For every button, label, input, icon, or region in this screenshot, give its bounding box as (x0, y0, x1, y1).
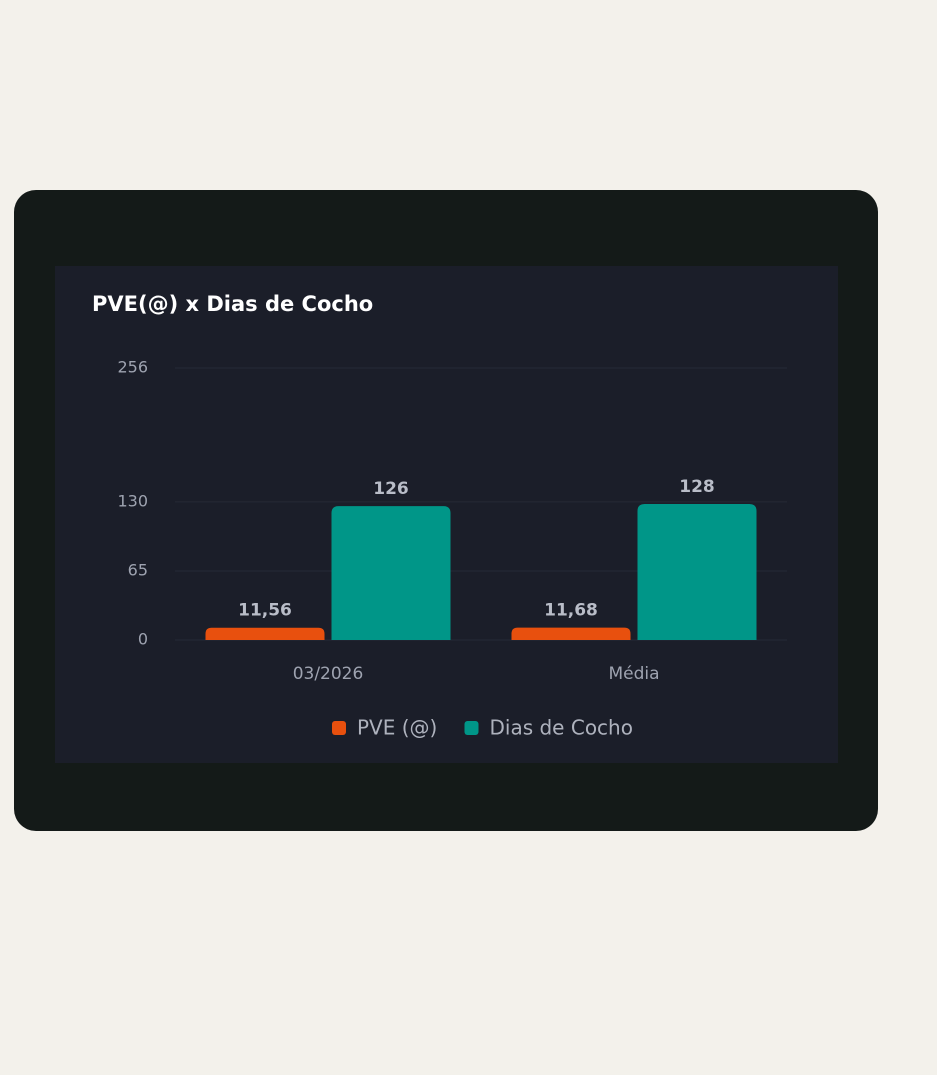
bar (637, 504, 757, 640)
y-tick-label: 0 (138, 630, 148, 649)
value-label: 11,56 (238, 601, 292, 621)
bar (205, 627, 325, 640)
value-label: 126 (373, 479, 409, 499)
y-tick-label: 130 (117, 491, 148, 510)
y-tick-label: 256 (117, 358, 148, 377)
legend-label: PVE (@) (357, 716, 437, 740)
bar (511, 627, 631, 640)
legend-swatch (464, 721, 479, 735)
value-label: 128 (679, 477, 715, 497)
x-tick-label: Média (608, 664, 659, 684)
chart-title: PVE(@) x Dias de Cocho (92, 292, 373, 316)
legend-label: Dias de Cocho (490, 716, 633, 740)
x-tick-label: 03/2026 (293, 664, 364, 684)
y-tick-label: 65 (128, 560, 148, 579)
legend-swatch (332, 721, 346, 735)
value-label: 11,68 (544, 601, 598, 621)
bar (331, 506, 451, 640)
